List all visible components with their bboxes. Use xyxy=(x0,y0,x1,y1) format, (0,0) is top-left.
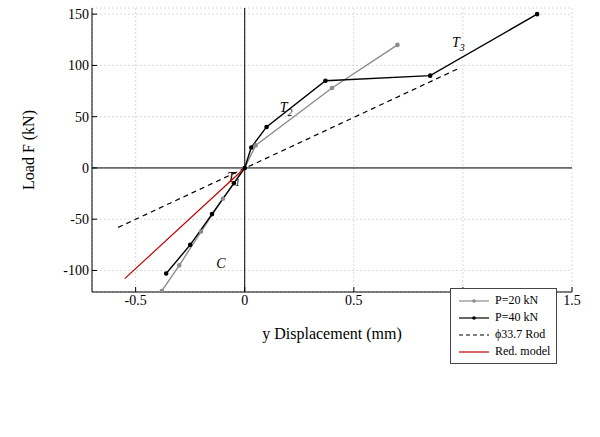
svg-text:1: 1 xyxy=(459,293,466,308)
svg-text:100: 100 xyxy=(68,58,89,73)
html-text:P=20 kN: P=20 kN xyxy=(495,293,539,307)
svg-text:C: C xyxy=(216,256,226,271)
html-text:P=40 kN: P=40 kN xyxy=(495,310,539,324)
svg-text:0.5: 0.5 xyxy=(345,293,363,308)
svg-text:y Displacement (mm): y Displacement (mm) xyxy=(262,325,402,343)
html-text:ϕ33.7 Rod: ϕ33.7 Rod xyxy=(495,327,546,341)
svg-text:T3: T3 xyxy=(452,35,465,53)
svg-text:Load F (kN): Load F (kN) xyxy=(20,110,38,190)
svg-text:150: 150 xyxy=(68,7,89,22)
svg-text:0: 0 xyxy=(241,293,248,308)
svg-text:0: 0 xyxy=(82,161,89,176)
svg-text:-0.5: -0.5 xyxy=(125,293,147,308)
svg-text:T1: T1 xyxy=(227,170,241,189)
svg-text:T2: T2 xyxy=(279,100,293,118)
svg-text:-50: -50 xyxy=(70,212,89,227)
html-text:Red. model: Red. model xyxy=(495,344,551,358)
svg-text:1.5: 1.5 xyxy=(563,293,581,308)
svg-text:-100: -100 xyxy=(63,263,89,278)
svg-text:50: 50 xyxy=(75,110,89,125)
